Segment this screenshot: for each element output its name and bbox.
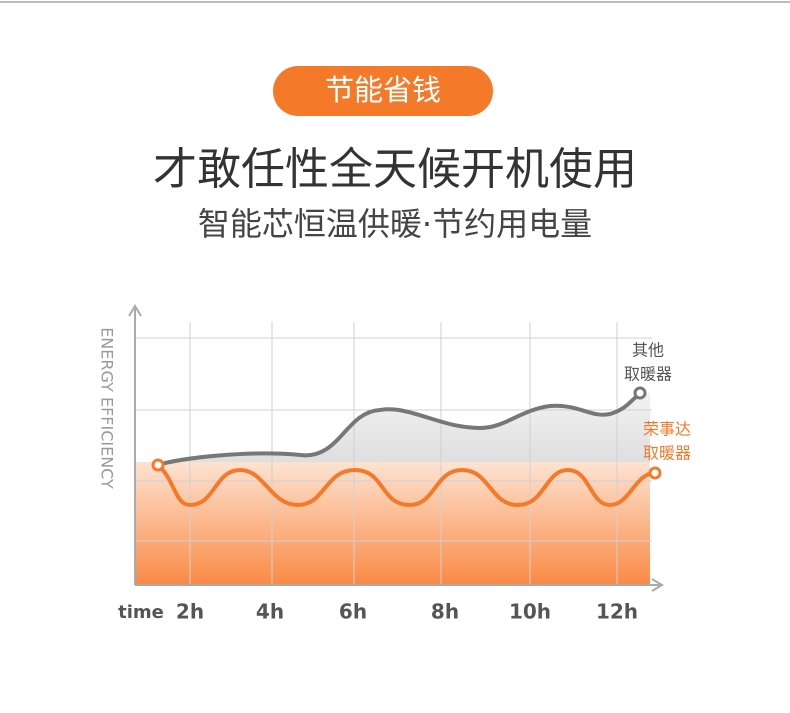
x-label: 10h [509, 600, 551, 624]
y-axis-label: ENERGY EFFICIENCY [98, 327, 117, 489]
start-dot [151, 458, 165, 472]
chart: ENERGY EFFICIENCY 其他 取暖器 荣事达 取暖器 time 2h… [98, 304, 691, 624]
badge-text: 节能省钱 [325, 73, 441, 107]
legend-brand: 荣事达 [643, 420, 691, 439]
x-labels: time 2h 4h 6h 8h 10h 12h [118, 600, 638, 624]
badge [273, 66, 493, 116]
x-label: 2h [176, 600, 204, 624]
x-label: 6h [339, 600, 367, 624]
x-label: 12h [596, 600, 638, 624]
headline: 才敢任性全天候开机使用 [153, 144, 637, 195]
other-end-dot [633, 386, 647, 400]
x-label: 4h [256, 600, 284, 624]
legend-other: 其他 [632, 341, 664, 360]
brand-curve [156, 463, 656, 508]
brand-end-dot [648, 466, 662, 480]
legend-other: 取暖器 [624, 365, 672, 384]
axes [128, 304, 664, 592]
x-axis-label: time [118, 602, 164, 623]
subline: 智能芯恒温供暖·节约用电量 [198, 205, 592, 243]
x-label: 8h [431, 600, 459, 624]
brand-area [135, 462, 650, 585]
other-curve [157, 391, 642, 467]
legend-brand: 取暖器 [643, 444, 691, 463]
